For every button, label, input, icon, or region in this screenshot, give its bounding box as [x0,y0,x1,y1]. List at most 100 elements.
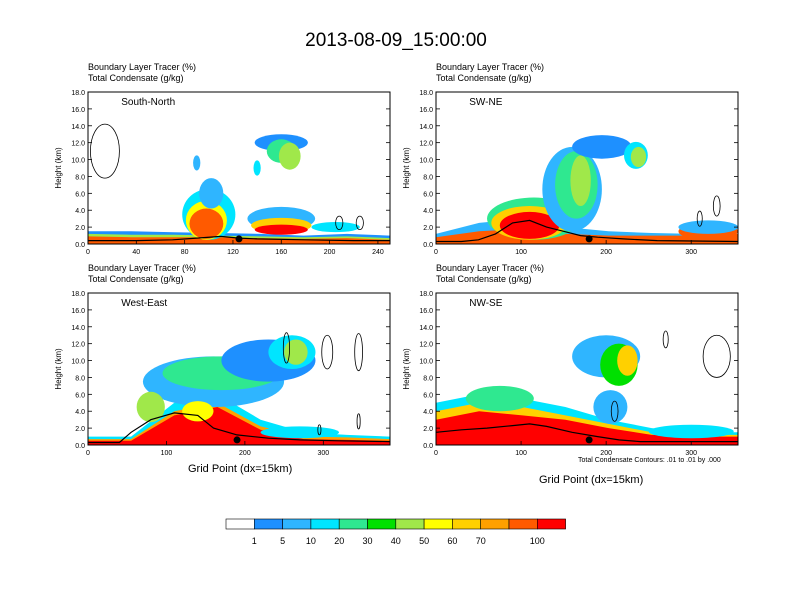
chart-sw-ne: 0.0 2.0 4.0 6.0 8.0 10.0 12.0 14.0 16.0 18.0 0 100 2… [402,90,739,256]
colorbar-label: 70 [476,536,486,546]
shading-region [617,345,638,376]
y-tick-label: 10.0 [419,158,433,165]
y-tick-label: 18.0 [419,90,433,97]
y-tick-label: 6.0 [75,191,85,198]
shading-region [436,411,738,445]
colorbar-swatch [452,518,481,530]
plot-frame [87,91,391,245]
panel-west-east: Boundary Layer Tracer (%) Total Condensa… [54,263,391,475]
chart-nw-se: 0.0 2.0 4.0 6.0 8.0 10.0 12.0 14.0 16.0 18.0 0 100 2… [402,291,739,457]
x-tick-label: 0 [86,249,90,256]
colorbar-swatch [480,518,510,530]
terrain-line [436,219,738,243]
colorbar-swatch [395,518,425,530]
y-tick-label: 8.0 [423,375,433,382]
panel-field-label-2: Total Condensate (g/kg) [88,274,184,284]
contour-footnote: Total Condensate Contours: .01 to .01 by… [578,457,721,464]
panel-field-label-2: Total Condensate (g/kg) [436,274,532,284]
colorbar-label: 50 [419,536,429,546]
colorbar-swatch [536,518,566,530]
y-tick-label: 0.0 [423,242,433,249]
condensate-contour [696,210,703,227]
shading-region [678,220,738,234]
condensate-contour [356,413,361,430]
colorbar-label: 30 [362,536,372,546]
x-tick-label: 100 [161,450,173,457]
condensate-contour [335,215,344,231]
y-tick-label: 12.0 [71,141,85,148]
y-tick-label: 4.0 [423,409,433,416]
shading-region [593,390,628,424]
condensate-contour [712,195,721,217]
shading-region [254,224,308,235]
x-tick-label: 0 [434,249,438,256]
y-tick-label: 2.0 [75,225,85,232]
terrain-line [88,412,390,444]
y-tick-label: 14.0 [419,124,433,131]
colorbar-label: 10 [306,536,316,546]
y-tick-label: 8.0 [423,174,433,181]
shading-region [253,160,261,176]
y-axis-label: Height (km) [54,147,63,189]
y-axis-label: Height (km) [402,147,411,189]
y-tick-label: 8.0 [75,174,85,181]
condensate-contour [321,334,334,370]
condensate-contour [355,215,364,231]
x-tick-label: 100 [515,249,527,256]
y-tick-label: 16.0 [71,107,85,114]
plot-frame [435,91,739,245]
x-tick-label: 300 [685,450,697,457]
panel-field-label-1: Boundary Layer Tracer (%) [88,62,197,72]
panel-nw-se: Boundary Layer Tracer (%) Total Condensa… [402,263,739,486]
y-tick-label: 14.0 [71,325,85,332]
condensate-contour [662,330,669,349]
y-tick-label: 6.0 [75,392,85,399]
colorbar-swatch [282,518,312,530]
panel-field-label-1: Boundary Layer Tracer (%) [88,263,197,273]
shading-region [88,407,390,445]
x-axis-label: Grid Point (dx=15km) [539,474,644,486]
colorbar-swatch [253,518,283,530]
panel-field-label-2: Total Condensate (g/kg) [88,73,184,83]
y-tick-label: 8.0 [75,375,85,382]
y-tick-label: 10.0 [71,158,85,165]
x-tick-label: 160 [275,249,287,256]
shading-region [648,424,734,439]
colorbar-swatch [423,518,453,530]
y-tick-label: 16.0 [71,308,85,315]
y-tick-label: 10.0 [71,359,85,366]
condensate-contour [354,333,363,372]
shading-region [136,391,165,423]
section-name: SW-NE [469,97,502,108]
y-tick-label: 0.0 [75,242,85,249]
x-tick-label: 240 [372,249,384,256]
panel-sw-ne: Boundary Layer Tracer (%) Total Condensa… [402,62,739,256]
colorbar-label: 1 [252,536,257,546]
x-tick-label: 80 [181,249,189,256]
shading-region [572,135,632,159]
colorbar-label: 40 [391,536,401,546]
condensate-contour [90,123,120,179]
y-tick-label: 12.0 [419,141,433,148]
y-tick-label: 2.0 [423,225,433,232]
shading-region [189,208,224,239]
y-tick-label: 12.0 [71,342,85,349]
x-tick-label: 120 [227,249,239,256]
plot-frame [87,292,391,446]
chart-south-north: 0.0 2.0 4.0 6.0 8.0 10.0 12.0 14.0 16.0 18.0 0 40 80… [54,90,391,256]
panel-south-north: Boundary Layer Tracer (%) Total Condensa… [54,62,391,256]
shading-region [465,385,534,412]
x-tick-label: 200 [324,249,336,256]
y-tick-label: 4.0 [75,409,85,416]
y-tick-label: 6.0 [423,191,433,198]
y-tick-label: 6.0 [423,392,433,399]
location-marker [235,235,243,243]
x-tick-label: 0 [434,450,438,457]
y-tick-label: 0.0 [423,443,433,450]
x-tick-label: 200 [600,450,612,457]
condensate-contour [282,332,290,364]
x-tick-label: 0 [86,450,90,457]
x-tick-label: 40 [132,249,140,256]
colorbar-label: 60 [447,536,457,546]
colorbar-label: 100 [530,536,545,546]
